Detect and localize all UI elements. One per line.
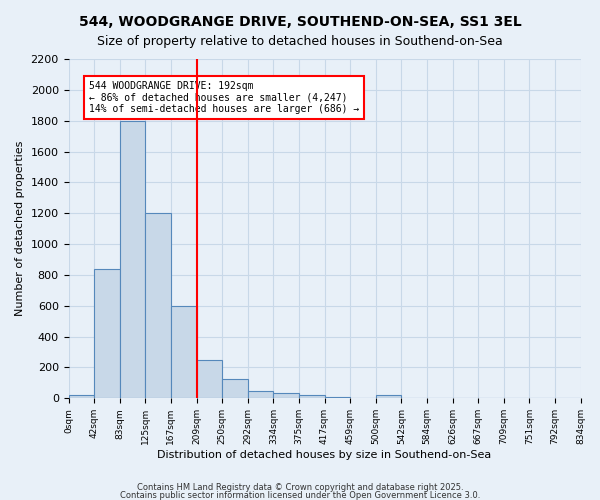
Text: Contains HM Land Registry data © Crown copyright and database right 2025.: Contains HM Land Registry data © Crown c…	[137, 483, 463, 492]
Bar	[171, 306, 197, 398]
Bar	[68, 396, 94, 398]
Bar	[299, 396, 325, 398]
Bar	[376, 396, 401, 398]
Bar	[145, 213, 171, 398]
Bar	[120, 120, 145, 398]
Text: 544, WOODGRANGE DRIVE, SOUTHEND-ON-SEA, SS1 3EL: 544, WOODGRANGE DRIVE, SOUTHEND-ON-SEA, …	[79, 15, 521, 29]
Text: Contains public sector information licensed under the Open Government Licence 3.: Contains public sector information licen…	[120, 490, 480, 500]
Bar	[248, 390, 274, 398]
Bar	[197, 360, 222, 399]
Y-axis label: Number of detached properties: Number of detached properties	[15, 141, 25, 316]
Bar	[325, 397, 350, 398]
Bar	[222, 379, 248, 398]
Bar	[274, 393, 299, 398]
X-axis label: Distribution of detached houses by size in Southend-on-Sea: Distribution of detached houses by size …	[157, 450, 491, 460]
Bar	[94, 269, 120, 398]
Text: Size of property relative to detached houses in Southend-on-Sea: Size of property relative to detached ho…	[97, 35, 503, 48]
Text: 544 WOODGRANGE DRIVE: 192sqm
← 86% of detached houses are smaller (4,247)
14% of: 544 WOODGRANGE DRIVE: 192sqm ← 86% of de…	[89, 80, 359, 114]
